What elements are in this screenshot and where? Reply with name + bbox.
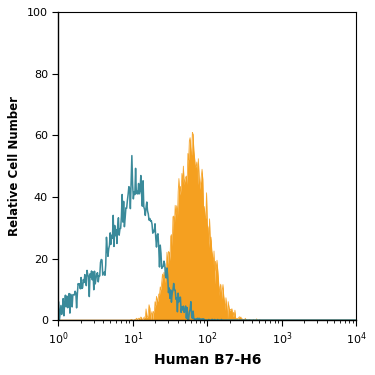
Y-axis label: Relative Cell Number: Relative Cell Number <box>8 96 21 236</box>
X-axis label: Human B7-H6: Human B7-H6 <box>154 352 261 367</box>
